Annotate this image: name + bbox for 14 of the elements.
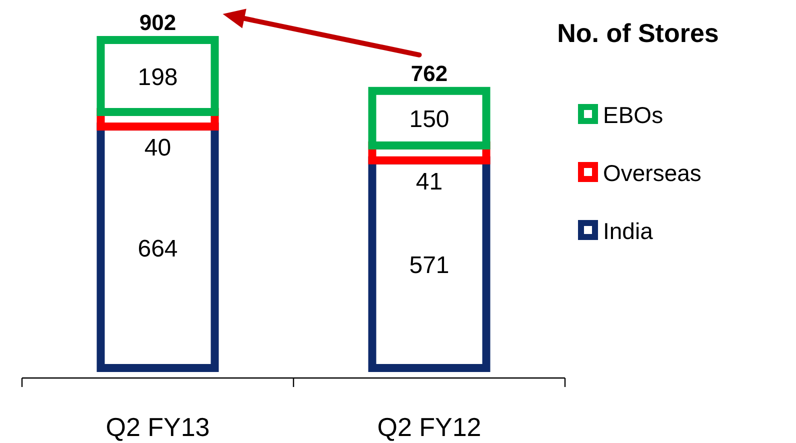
- data-label: 41: [416, 168, 443, 196]
- data-label: 150: [409, 106, 450, 134]
- data-label: 40: [144, 134, 172, 162]
- legend-title: No. of Stores: [557, 18, 719, 48]
- total-label: 902: [139, 10, 176, 35]
- data-label: 198: [138, 64, 178, 91]
- x-tick-label: Q2 FY13: [106, 412, 210, 442]
- data-label: 664: [138, 235, 178, 262]
- data-label: 571: [409, 252, 450, 280]
- total-label: 762: [410, 60, 448, 86]
- legend-label: Overseas: [603, 160, 702, 186]
- x-tick-label: Q2 FY12: [377, 412, 482, 442]
- legend-label: India: [603, 218, 654, 244]
- legend-label: EBOs: [603, 102, 664, 128]
